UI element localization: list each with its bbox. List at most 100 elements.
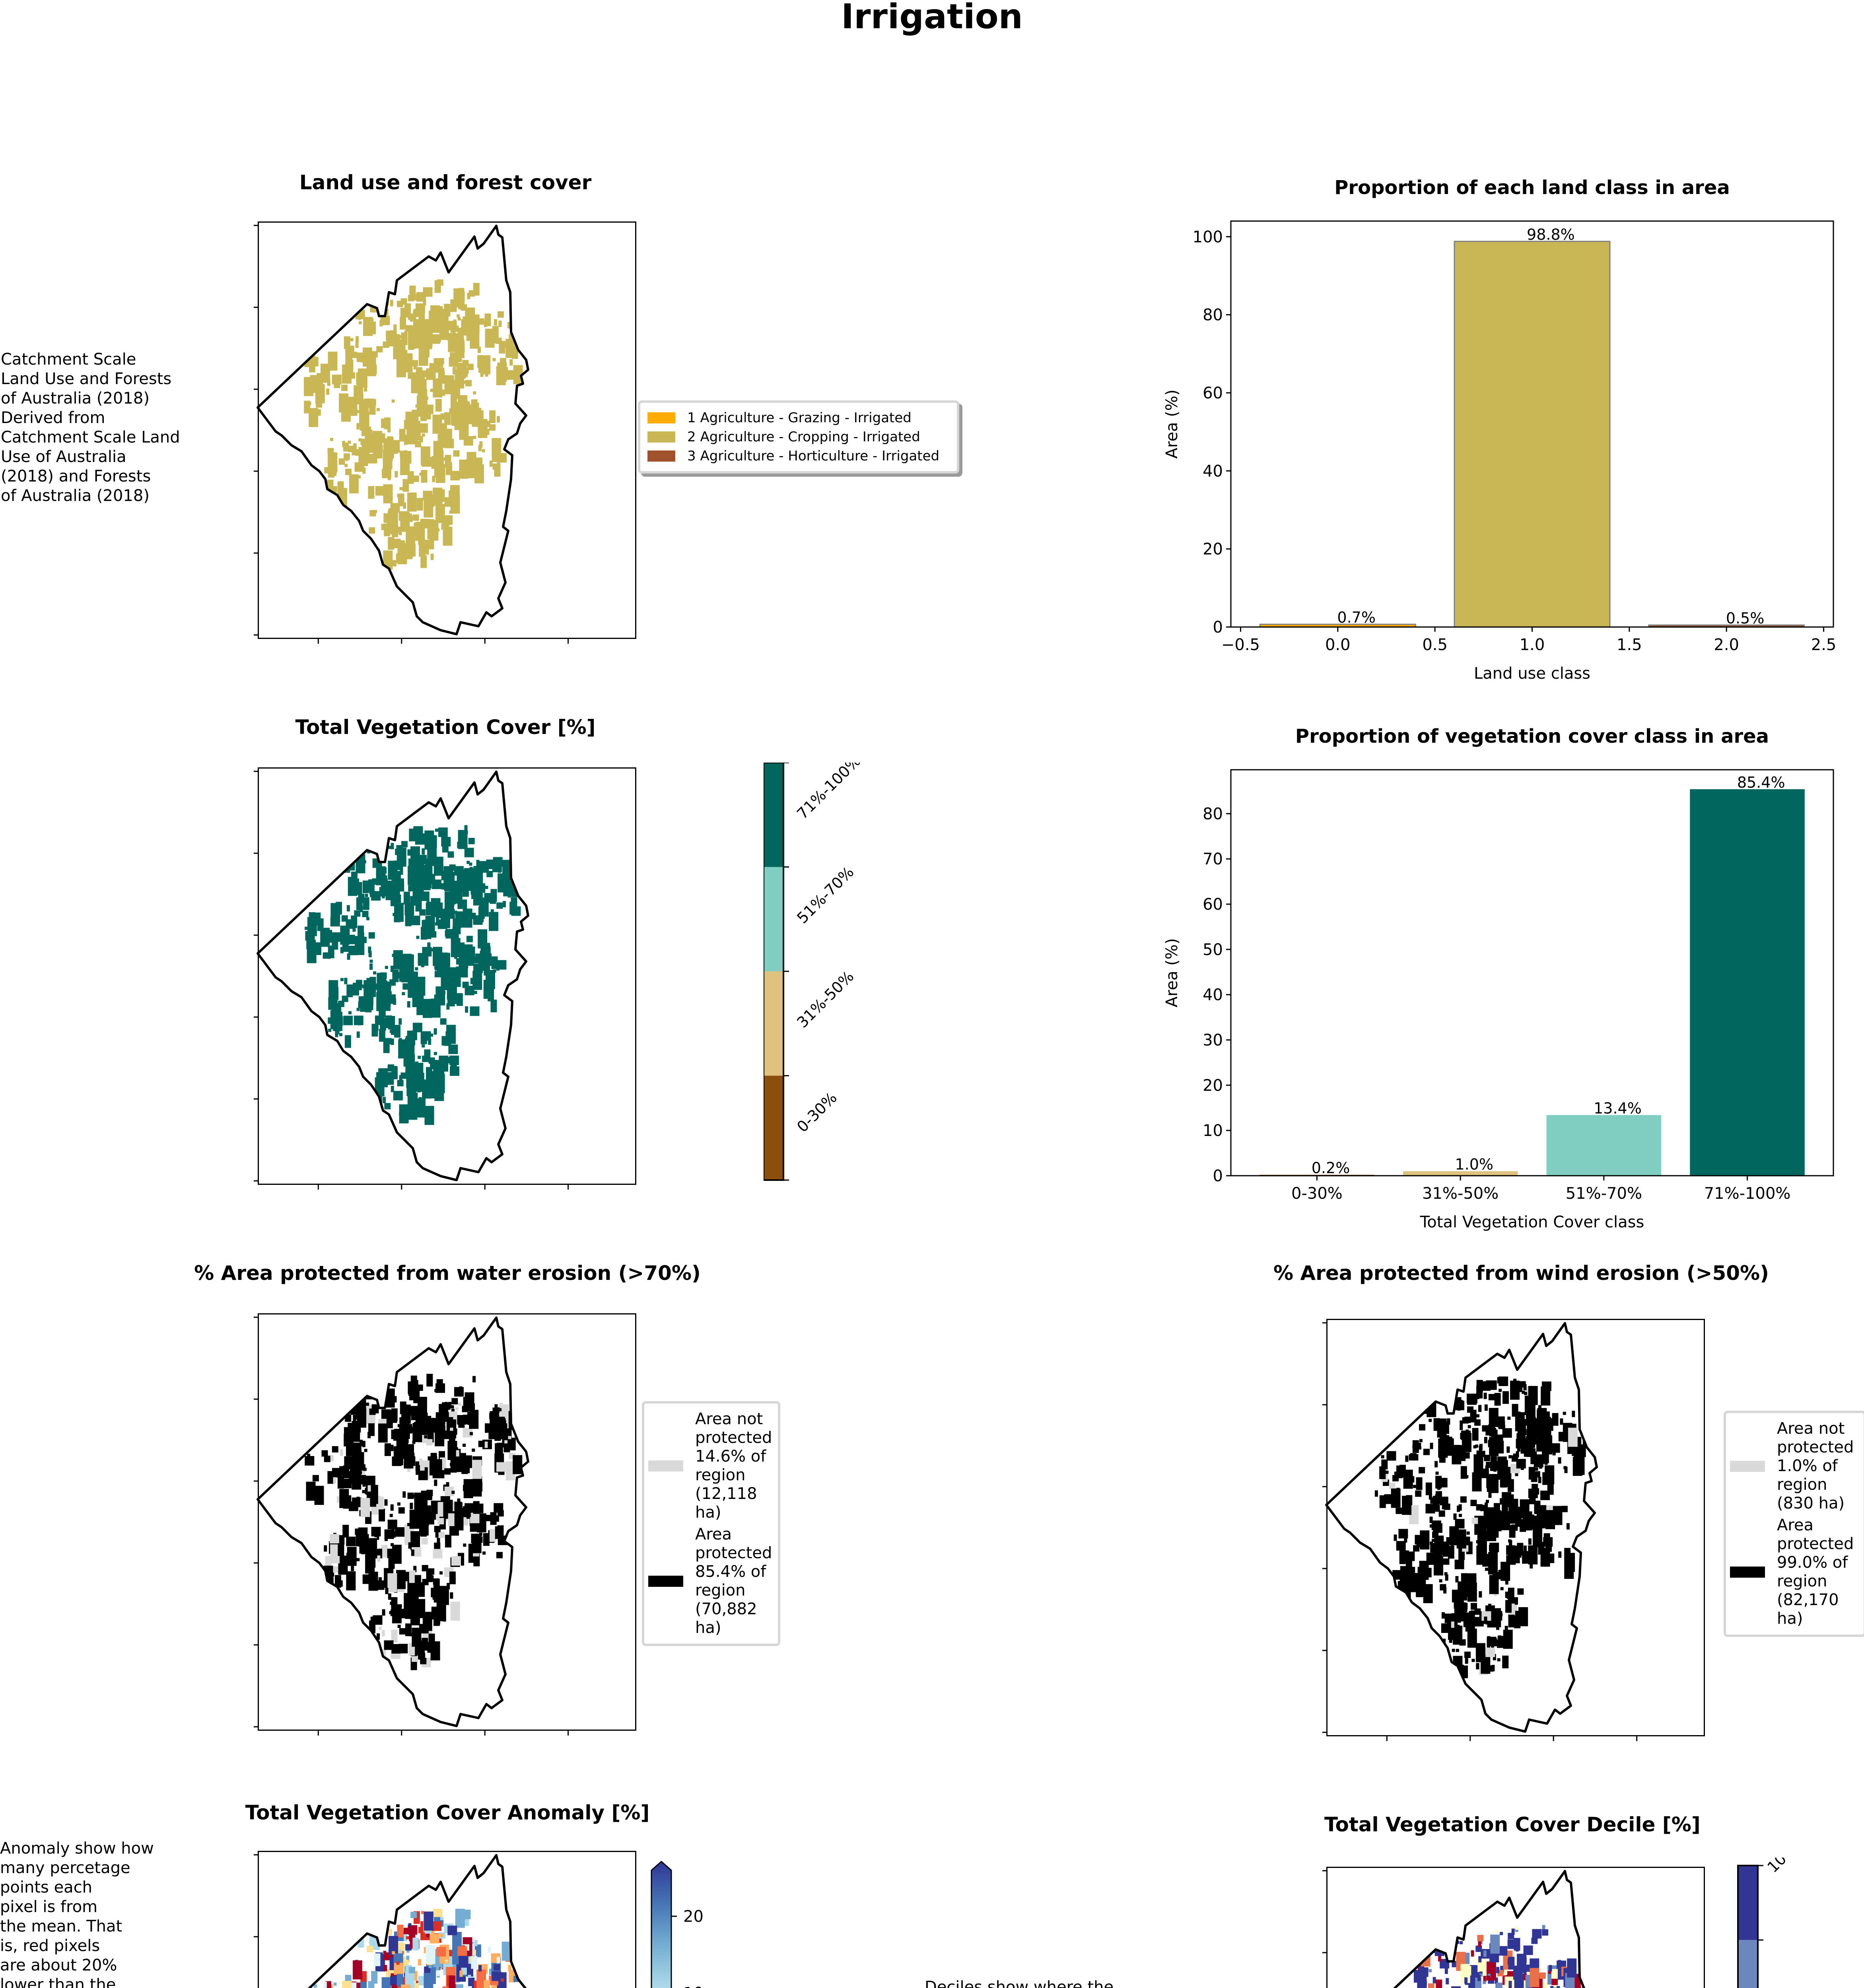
colorbar-label: 71%-100% xyxy=(793,763,864,823)
map-pixel xyxy=(391,399,395,403)
map-pixel xyxy=(1443,1558,1450,1565)
colorbar-label: 31%-50% xyxy=(793,967,857,1031)
map-pixel xyxy=(415,1066,419,1070)
map-pixel xyxy=(1396,1487,1400,1494)
map-pixel xyxy=(363,447,367,451)
y-tick-label: 50 xyxy=(1203,941,1223,959)
map-pixel xyxy=(422,1044,425,1048)
map-pixel xyxy=(377,1497,384,1510)
map-pixel xyxy=(1565,1553,1575,1572)
map-pixel xyxy=(454,921,461,934)
map-pixel xyxy=(1456,1529,1466,1549)
wind-erosion-title: % Area protected from wind erosion (>50%… xyxy=(1273,1262,1769,1285)
map-pixel xyxy=(473,391,476,395)
colorbar-label: 10 xyxy=(1764,1858,1790,1876)
map-pixel xyxy=(459,949,468,969)
map-pixel xyxy=(410,315,413,322)
map-pixel xyxy=(349,1400,356,1407)
legend-label: 1 Agriculture - Grazing - Irrigated xyxy=(687,410,912,426)
map-pixel xyxy=(1507,1479,1514,1492)
map-pixel xyxy=(374,1530,378,1537)
map-pixel xyxy=(434,280,441,293)
map-frame xyxy=(258,767,636,1185)
map-pixel xyxy=(369,402,376,415)
map-pixel xyxy=(508,1442,515,1449)
map-pixel xyxy=(370,1616,374,1623)
map-pixel xyxy=(445,1959,448,1963)
map-pixel xyxy=(327,1471,334,1484)
map-pixel xyxy=(1483,1555,1493,1565)
wind-erosion-map-canvas xyxy=(1322,1319,1705,1741)
map-pixel xyxy=(388,1017,395,1030)
map-pixel xyxy=(404,442,407,445)
map-pixel xyxy=(1524,1447,1534,1457)
map-pixel xyxy=(468,1974,471,1978)
map-pixel xyxy=(362,985,366,989)
map-pixel xyxy=(373,971,377,975)
map-pixel xyxy=(407,526,417,536)
veg-cover-map-title: Total Vegetation Cover [%] xyxy=(295,716,596,739)
map-pixels xyxy=(1374,1376,1592,1678)
map-pixel xyxy=(415,899,422,912)
map-pixel xyxy=(457,414,464,427)
map-pixel xyxy=(409,1427,416,1433)
map-pixel xyxy=(1466,1965,1470,1972)
map-pixel xyxy=(327,379,330,386)
map-pixel xyxy=(1465,1657,1468,1664)
map-pixel xyxy=(408,1542,412,1549)
map-pixel xyxy=(407,1523,410,1526)
map-pixel xyxy=(367,322,370,329)
y-axis-label: Area (%) xyxy=(1163,938,1181,1008)
map-pixel xyxy=(344,464,348,467)
map-pixel xyxy=(397,1625,401,1628)
map-pixel xyxy=(433,1549,443,1559)
map-pixel xyxy=(374,510,377,513)
map-pixel xyxy=(1413,1545,1420,1552)
map-pixel xyxy=(404,905,414,915)
map-pixel xyxy=(353,444,356,450)
map-pixel xyxy=(493,857,503,867)
map-pixel xyxy=(426,873,430,879)
map-pixel xyxy=(360,456,364,460)
map-pixel xyxy=(332,937,338,950)
legend-item-not-protected: Area not protected 14.6% of region (12,1… xyxy=(648,1410,774,1522)
map-pixel xyxy=(398,526,401,530)
map-pixel xyxy=(492,456,498,462)
map-pixel xyxy=(1540,1491,1544,1495)
map-pixel xyxy=(433,496,443,506)
map-pixel xyxy=(415,404,419,408)
map-pixel xyxy=(1404,1536,1407,1543)
map-pixel xyxy=(414,1575,421,1588)
y-tick-label: 20 xyxy=(1203,1076,1223,1095)
map-pixel xyxy=(304,400,311,414)
map-pixel xyxy=(449,885,453,892)
map-pixel xyxy=(388,991,392,994)
map-pixel xyxy=(352,1449,362,1459)
map-pixel xyxy=(396,1961,400,1965)
map-pixel xyxy=(364,385,367,392)
map-pixel xyxy=(395,848,398,855)
map-pixel xyxy=(496,902,503,909)
map-pixel xyxy=(413,363,417,370)
map-pixel xyxy=(428,1568,435,1575)
map-pixel xyxy=(412,1627,422,1647)
map-pixel xyxy=(365,1480,369,1484)
map-pixel xyxy=(1389,1482,1396,1489)
map-pixel xyxy=(1490,1934,1500,1954)
map-pixel xyxy=(1409,1573,1419,1592)
map-pixel xyxy=(1487,1975,1490,1979)
map-pixel xyxy=(352,1960,362,1980)
y-tick-label: 30 xyxy=(1203,1031,1223,1050)
map-pixel xyxy=(456,1450,459,1457)
map-pixel xyxy=(1462,1665,1468,1678)
map-pixel xyxy=(492,1430,496,1437)
map-pixel xyxy=(428,494,435,507)
map-pixel xyxy=(315,942,322,955)
map-pixel xyxy=(328,1029,331,1032)
map-pixel xyxy=(366,900,369,903)
map-pixel xyxy=(490,1411,493,1415)
map-pixel xyxy=(424,1911,433,1931)
map-pixel xyxy=(1508,1539,1512,1543)
map-pixel xyxy=(427,942,431,949)
map-pixel xyxy=(1446,1978,1449,1984)
